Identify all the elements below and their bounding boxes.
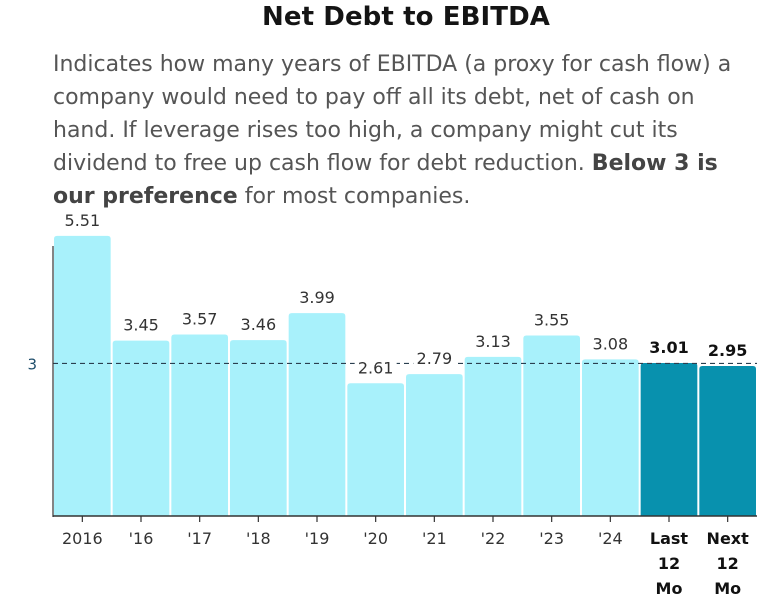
value-label-bg-7 <box>413 349 456 370</box>
reference-line-label: 3 <box>27 355 37 373</box>
value-label-3: 3.57 <box>182 309 218 328</box>
description-emphasis: Below 3 is our preference <box>53 151 718 209</box>
value-label-bg-11 <box>648 337 690 358</box>
x-tick-label-5: '19 <box>305 529 330 548</box>
value-label-10: 3.08 <box>593 334 629 353</box>
value-label-bg-2 <box>120 315 162 336</box>
bar-7[interactable] <box>406 374 463 516</box>
value-label-bg-5 <box>296 288 338 309</box>
value-label-bg-1 <box>61 210 104 231</box>
x-tick-label-line: Mo <box>656 579 683 598</box>
x-tick-label-line: 12 <box>717 554 739 573</box>
value-label-6: 2.61 <box>358 358 394 377</box>
bar-11[interactable] <box>640 362 698 516</box>
value-label-8: 3.13 <box>475 332 511 351</box>
x-tick-label-line: Last <box>650 529 689 548</box>
value-label-9: 3.55 <box>534 310 570 329</box>
x-tick-label-4: '18 <box>246 529 271 548</box>
bar-12[interactable] <box>699 366 756 516</box>
bar-6[interactable] <box>347 383 404 516</box>
x-tick-label-line: '16 <box>129 529 154 548</box>
bar-9[interactable] <box>523 335 580 516</box>
description-text: Indicates how many years of EBITDA (a pr… <box>53 52 732 176</box>
x-tick-label-7: '21 <box>422 529 447 548</box>
x-tick-label-line: Mo <box>714 579 741 598</box>
x-tick-label-1: 2016 <box>62 529 103 548</box>
bar-10[interactable] <box>582 359 639 516</box>
value-label-bg-9 <box>530 310 573 331</box>
x-tick-label-line: '23 <box>539 529 564 548</box>
x-tick-label-6: '20 <box>363 529 388 548</box>
x-tick-label-line: '19 <box>305 529 330 548</box>
x-tick-label-9: '23 <box>539 529 564 548</box>
value-label-5: 3.99 <box>299 288 335 307</box>
chart-description: Indicates how many years of EBITDA (a pr… <box>53 48 753 213</box>
value-label-2: 3.45 <box>123 316 159 335</box>
value-label-bg-12 <box>706 341 749 361</box>
bar-1[interactable] <box>54 235 111 516</box>
bar-8[interactable] <box>464 356 522 516</box>
x-tick-label-line: '24 <box>598 529 623 548</box>
value-label-bg-4 <box>237 315 280 336</box>
x-tick-label-2: '16 <box>129 529 154 548</box>
value-label-bg-6 <box>354 358 397 379</box>
value-label-12: 2.95 <box>708 341 747 360</box>
x-tick-label-line: 2016 <box>62 529 103 548</box>
x-tick-label-8: '22 <box>481 529 506 548</box>
value-label-4: 3.46 <box>241 315 277 334</box>
bar-2[interactable] <box>112 340 170 516</box>
x-tick-label-12: Next 12 Mo <box>707 529 750 598</box>
x-tick-label-line: '21 <box>422 529 447 548</box>
value-label-11: 3.01 <box>649 338 688 357</box>
x-tick-label-line: '18 <box>246 529 271 548</box>
value-label-bg-3 <box>178 309 221 330</box>
x-tick-label-line: '17 <box>187 529 212 548</box>
value-label-1: 5.51 <box>65 211 101 230</box>
x-tick-label-11: Last 12 Mo <box>650 529 689 598</box>
x-tick-label-line: Next <box>707 529 750 548</box>
bar-5[interactable] <box>288 313 346 516</box>
x-tick-label-10: '24 <box>598 529 623 548</box>
x-tick-label-line: '22 <box>481 529 506 548</box>
chart-title: Net Debt to EBITDA <box>261 2 551 32</box>
bar-3[interactable] <box>171 334 228 516</box>
value-label-bg-8 <box>472 331 514 352</box>
x-tick-label-3: '17 <box>187 529 212 548</box>
x-tick-label-line: 12 <box>658 554 680 573</box>
description-tail: for most companies. <box>237 184 471 209</box>
value-label-7: 2.79 <box>417 349 453 368</box>
value-label-bg-10 <box>589 334 632 355</box>
bar-4[interactable] <box>230 340 287 516</box>
x-tick-label-line: '20 <box>363 529 388 548</box>
